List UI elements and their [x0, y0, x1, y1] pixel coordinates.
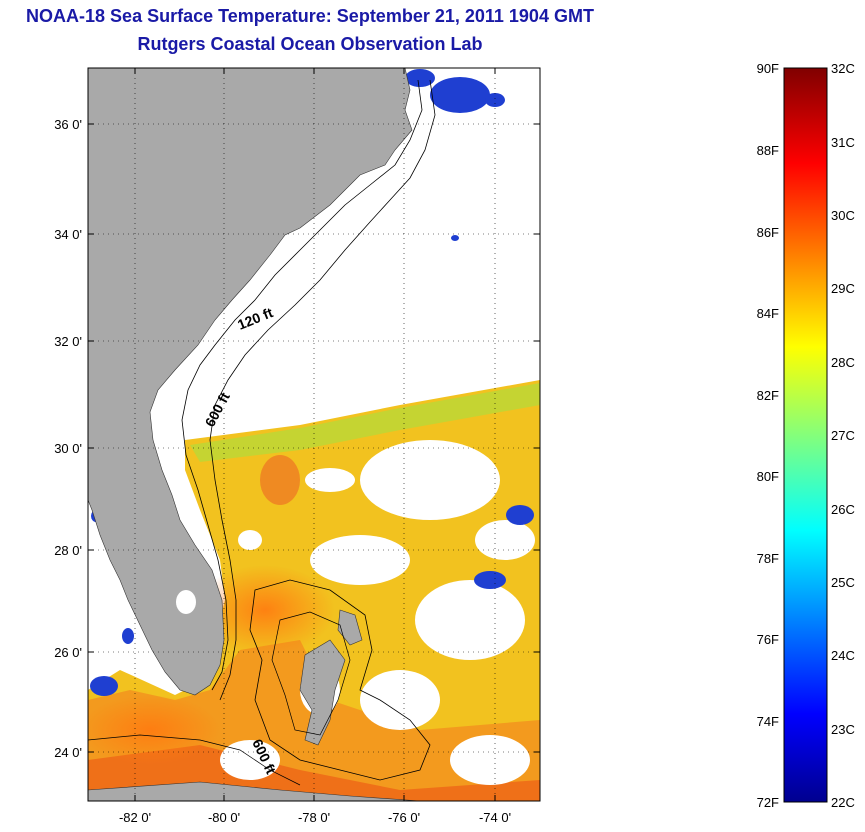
- sst-warm-patch: [195, 565, 335, 655]
- land-mainland: [88, 68, 413, 696]
- map-area: 120 ft 600 ft 600 ft: [88, 68, 540, 801]
- contour-bahamas: [249, 579, 431, 781]
- colorbar-c-label: 24C: [831, 648, 855, 663]
- colorbar-f-label: 88F: [757, 143, 779, 158]
- lon-labels: -82 0' -80 0' -78 0' -76 0' -74 0': [119, 810, 511, 825]
- lat-labels: 36 0' 34 0' 32 0' 30 0' 28 0' 26 0' 24 0…: [54, 117, 82, 760]
- lat-label: 30 0': [54, 441, 82, 456]
- land-abaco: [337, 609, 363, 646]
- colorbar-c-label: 29C: [831, 281, 855, 296]
- colorbar-c-label: 27C: [831, 428, 855, 443]
- lat-label: 32 0': [54, 334, 82, 349]
- colorbar-c-label: 25C: [831, 575, 855, 590]
- colorbar-f-label: 90F: [757, 61, 779, 76]
- colorbar-f-label: 78F: [757, 551, 779, 566]
- contour-120ft: [181, 79, 423, 691]
- colorbar-f-label: 72F: [757, 795, 779, 810]
- colorbar-c-label: 23C: [831, 722, 855, 737]
- colorbar-gradient: [783, 67, 828, 803]
- map-grid: [88, 68, 540, 801]
- sst-warm-patch-2: [88, 695, 220, 765]
- lon-label: -78 0': [298, 810, 330, 825]
- lake-okeechobee: [176, 590, 196, 614]
- colorbar-c-label: 31C: [831, 135, 855, 150]
- lon-label: -80 0': [208, 810, 240, 825]
- colorbar-c-labels: 32C 31C 30C 29C 28C 27C 26C 25C 24C 23C …: [831, 61, 855, 810]
- lat-label: 36 0': [54, 117, 82, 132]
- colorbar-c-label: 22C: [831, 795, 855, 810]
- cloud-mask: [92, 440, 535, 785]
- lon-label: -76 0': [388, 810, 420, 825]
- colorbar-f-label: 80F: [757, 469, 779, 484]
- sst-warm-patch-3: [260, 455, 300, 505]
- colorbar: 90F 88F 86F 84F 82F 80F 78F 76F 74F 72F …: [757, 61, 855, 810]
- colorbar-f-label: 86F: [757, 225, 779, 240]
- contour-600ft: [209, 79, 436, 701]
- lon-label: -74 0': [479, 810, 511, 825]
- colorbar-f-label: 82F: [757, 388, 779, 403]
- map-title: NOAA-18 Sea Surface Temperature: Septemb…: [26, 6, 594, 26]
- map-subtitle: Rutgers Coastal Ocean Observation Lab: [137, 34, 483, 54]
- colorbar-c-label: 30C: [831, 208, 855, 223]
- colorbar-f-label: 74F: [757, 714, 779, 729]
- colorbar-c-label: 28C: [831, 355, 855, 370]
- sst-cool-edge: [190, 383, 540, 462]
- colorbar-c-label: 26C: [831, 502, 855, 517]
- lat-label: 34 0': [54, 227, 82, 242]
- lat-label: 24 0': [54, 745, 82, 760]
- colorbar-c-label: 32C: [831, 61, 855, 76]
- lat-label: 26 0': [54, 645, 82, 660]
- contour-cuba-shelf: [88, 734, 301, 786]
- colorbar-f-label: 84F: [757, 306, 779, 321]
- land-cuba: [88, 781, 421, 801]
- colorbar-f-label: 76F: [757, 632, 779, 647]
- lat-label: 28 0': [54, 543, 82, 558]
- map-ticks: [88, 68, 540, 801]
- land-bahamas: [299, 639, 346, 746]
- contour-bahamas-inner: [271, 611, 351, 736]
- lon-label: -82 0': [119, 810, 151, 825]
- colorbar-f-labels: 90F 88F 86F 84F 82F 80F 78F 76F 74F 72F: [757, 61, 779, 810]
